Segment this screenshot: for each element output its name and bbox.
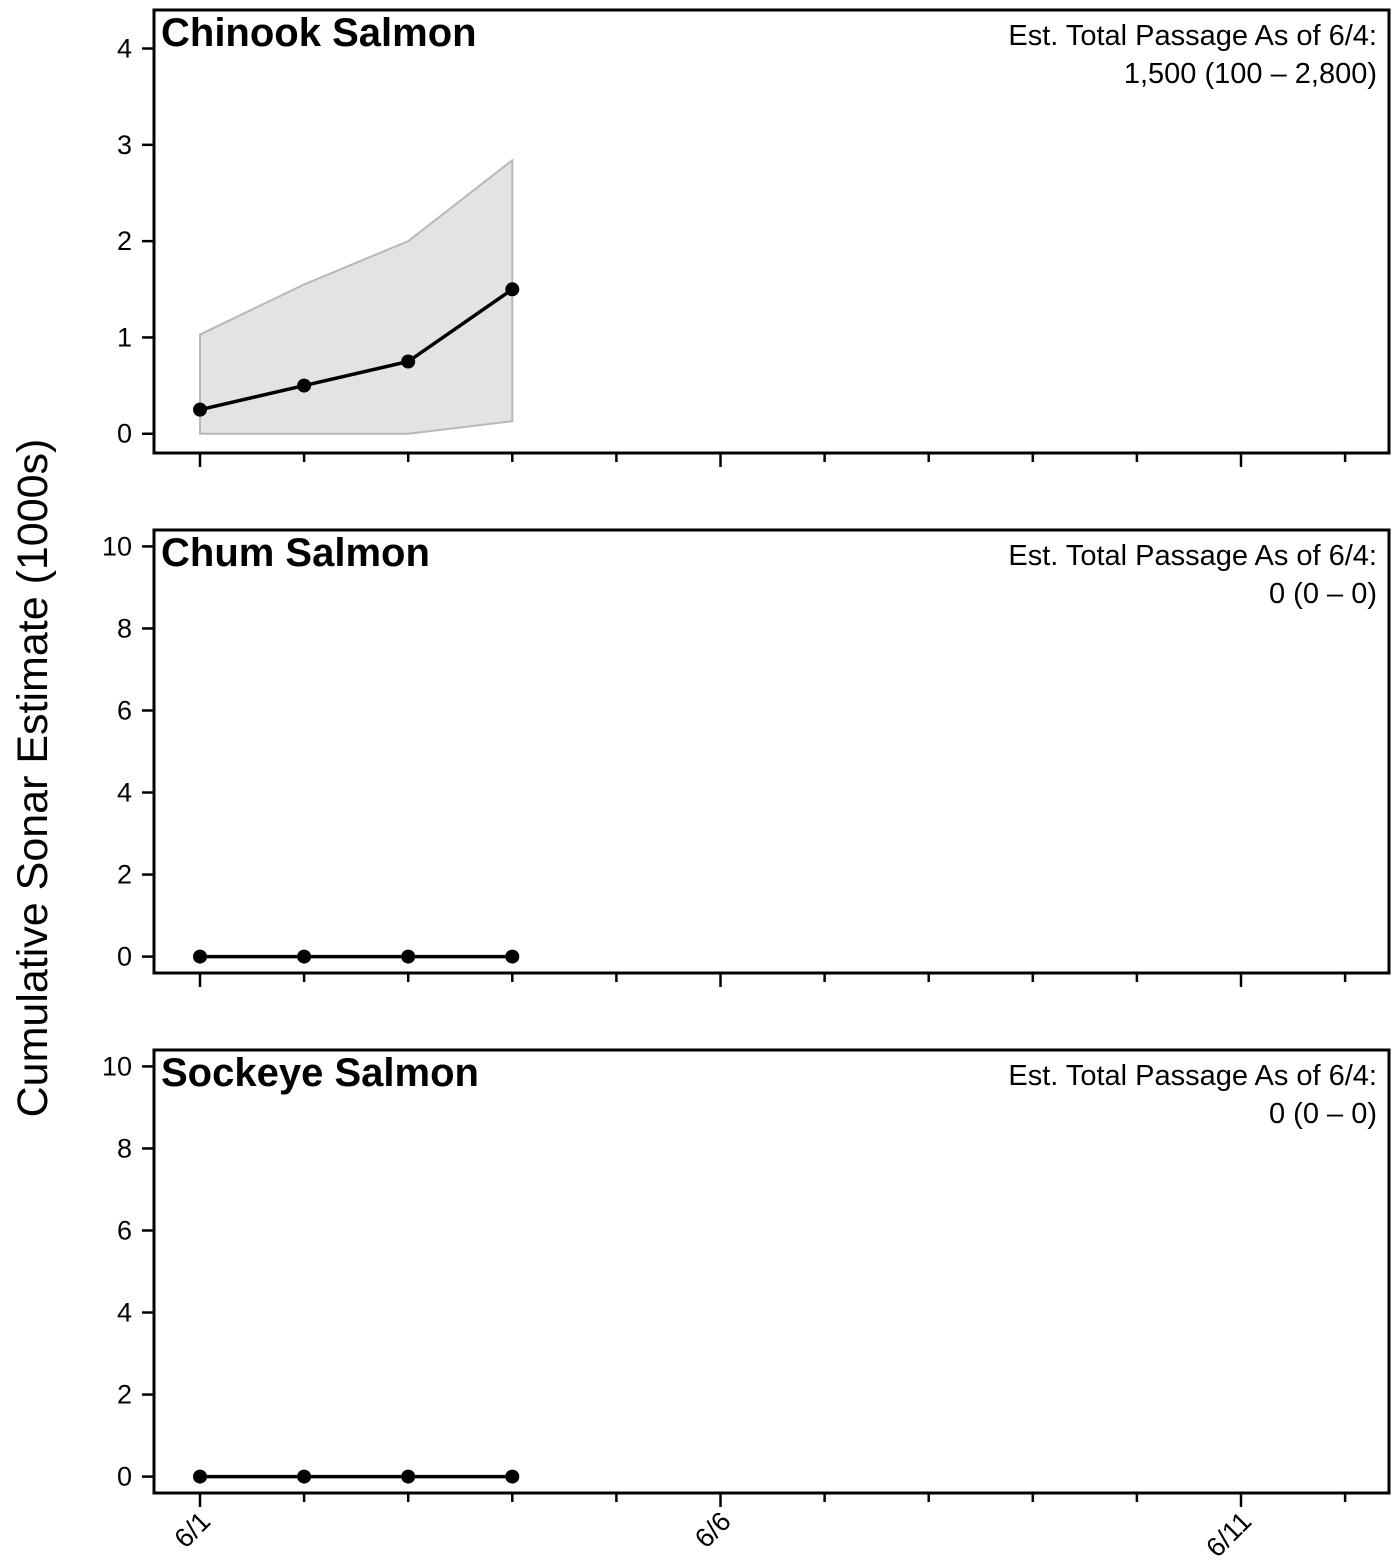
- y-tick-label: 10: [102, 1051, 132, 1081]
- panel-frame: [152, 8, 1391, 455]
- y-tick-label: 1: [117, 322, 132, 352]
- y-tick-label: 6: [117, 695, 132, 725]
- passage-annotation-value: 0 (0 – 0): [1269, 1098, 1377, 1130]
- data-point: [505, 949, 520, 964]
- data-point: [401, 354, 416, 369]
- data-point: [297, 378, 312, 393]
- passage-annotation-label: Est. Total Passage As of 6/4:: [1008, 20, 1377, 52]
- panel-2: 0 2 4 6 8 10 6/1 6/6 6/11 Sockeye Salmon Est. Tota…: [102, 1048, 1391, 1563]
- panels-group: 0 1 2 3 4 Chinook Salmon Est. Total Passage As…: [102, 8, 1391, 1563]
- confidence-band: [199, 158, 514, 435]
- data-point: [193, 402, 207, 417]
- data-point: [505, 282, 520, 297]
- series-line: [199, 287, 514, 412]
- panel-1: 0 2 4 6 8 10 Chum Salmon Est. Total Passage As …: [102, 528, 1391, 987]
- y-axis-label: Cumulative Sonar Estimate (1000s): [9, 439, 57, 1118]
- y-tick-label: 2: [117, 860, 132, 890]
- y-tick-label: 8: [117, 613, 132, 643]
- data-point: [401, 1469, 416, 1484]
- passage-annotation-value: 1,500 (100 – 2,800): [1124, 58, 1377, 90]
- data-point: [401, 949, 416, 964]
- y-tick-label: 4: [117, 34, 132, 64]
- y-tick-label: 3: [117, 130, 132, 160]
- data-point: [297, 949, 312, 964]
- data-point: [193, 949, 207, 964]
- panel-frame: [152, 528, 1391, 975]
- data-point: [505, 1469, 520, 1484]
- y-tick-label: 2: [117, 226, 132, 256]
- data-point: [297, 1469, 312, 1484]
- panel-title: Chinook Salmon: [161, 11, 477, 55]
- y-tick-label: 0: [117, 942, 132, 972]
- y-tick-label: 0: [117, 1462, 132, 1492]
- passage-annotation-label: Est. Total Passage As of 6/4:: [1008, 540, 1377, 572]
- y-tick-label: 4: [117, 778, 132, 808]
- x-tick-label: 6/1: [168, 1506, 216, 1554]
- x-tick-label: 6/11: [1200, 1506, 1257, 1563]
- data-point: [193, 1469, 207, 1484]
- passage-annotation-label: Est. Total Passage As of 6/4:: [1008, 1060, 1377, 1092]
- panel-title: Chum Salmon: [161, 531, 430, 575]
- panel-0: 0 1 2 3 4 Chinook Salmon Est. Total Passage As…: [117, 8, 1391, 467]
- y-tick-label: 6: [117, 1215, 132, 1245]
- panel-frame: [152, 1048, 1391, 1495]
- x-tick-label: 6/6: [689, 1506, 737, 1554]
- y-tick-label: 0: [117, 419, 132, 449]
- y-tick-label: 2: [117, 1380, 132, 1410]
- y-tick-label: 10: [102, 531, 132, 561]
- y-tick-label: 4: [117, 1298, 132, 1328]
- panel-title: Sockeye Salmon: [161, 1051, 479, 1095]
- passage-annotation-value: 0 (0 – 0): [1269, 578, 1377, 610]
- y-tick-label: 8: [117, 1133, 132, 1163]
